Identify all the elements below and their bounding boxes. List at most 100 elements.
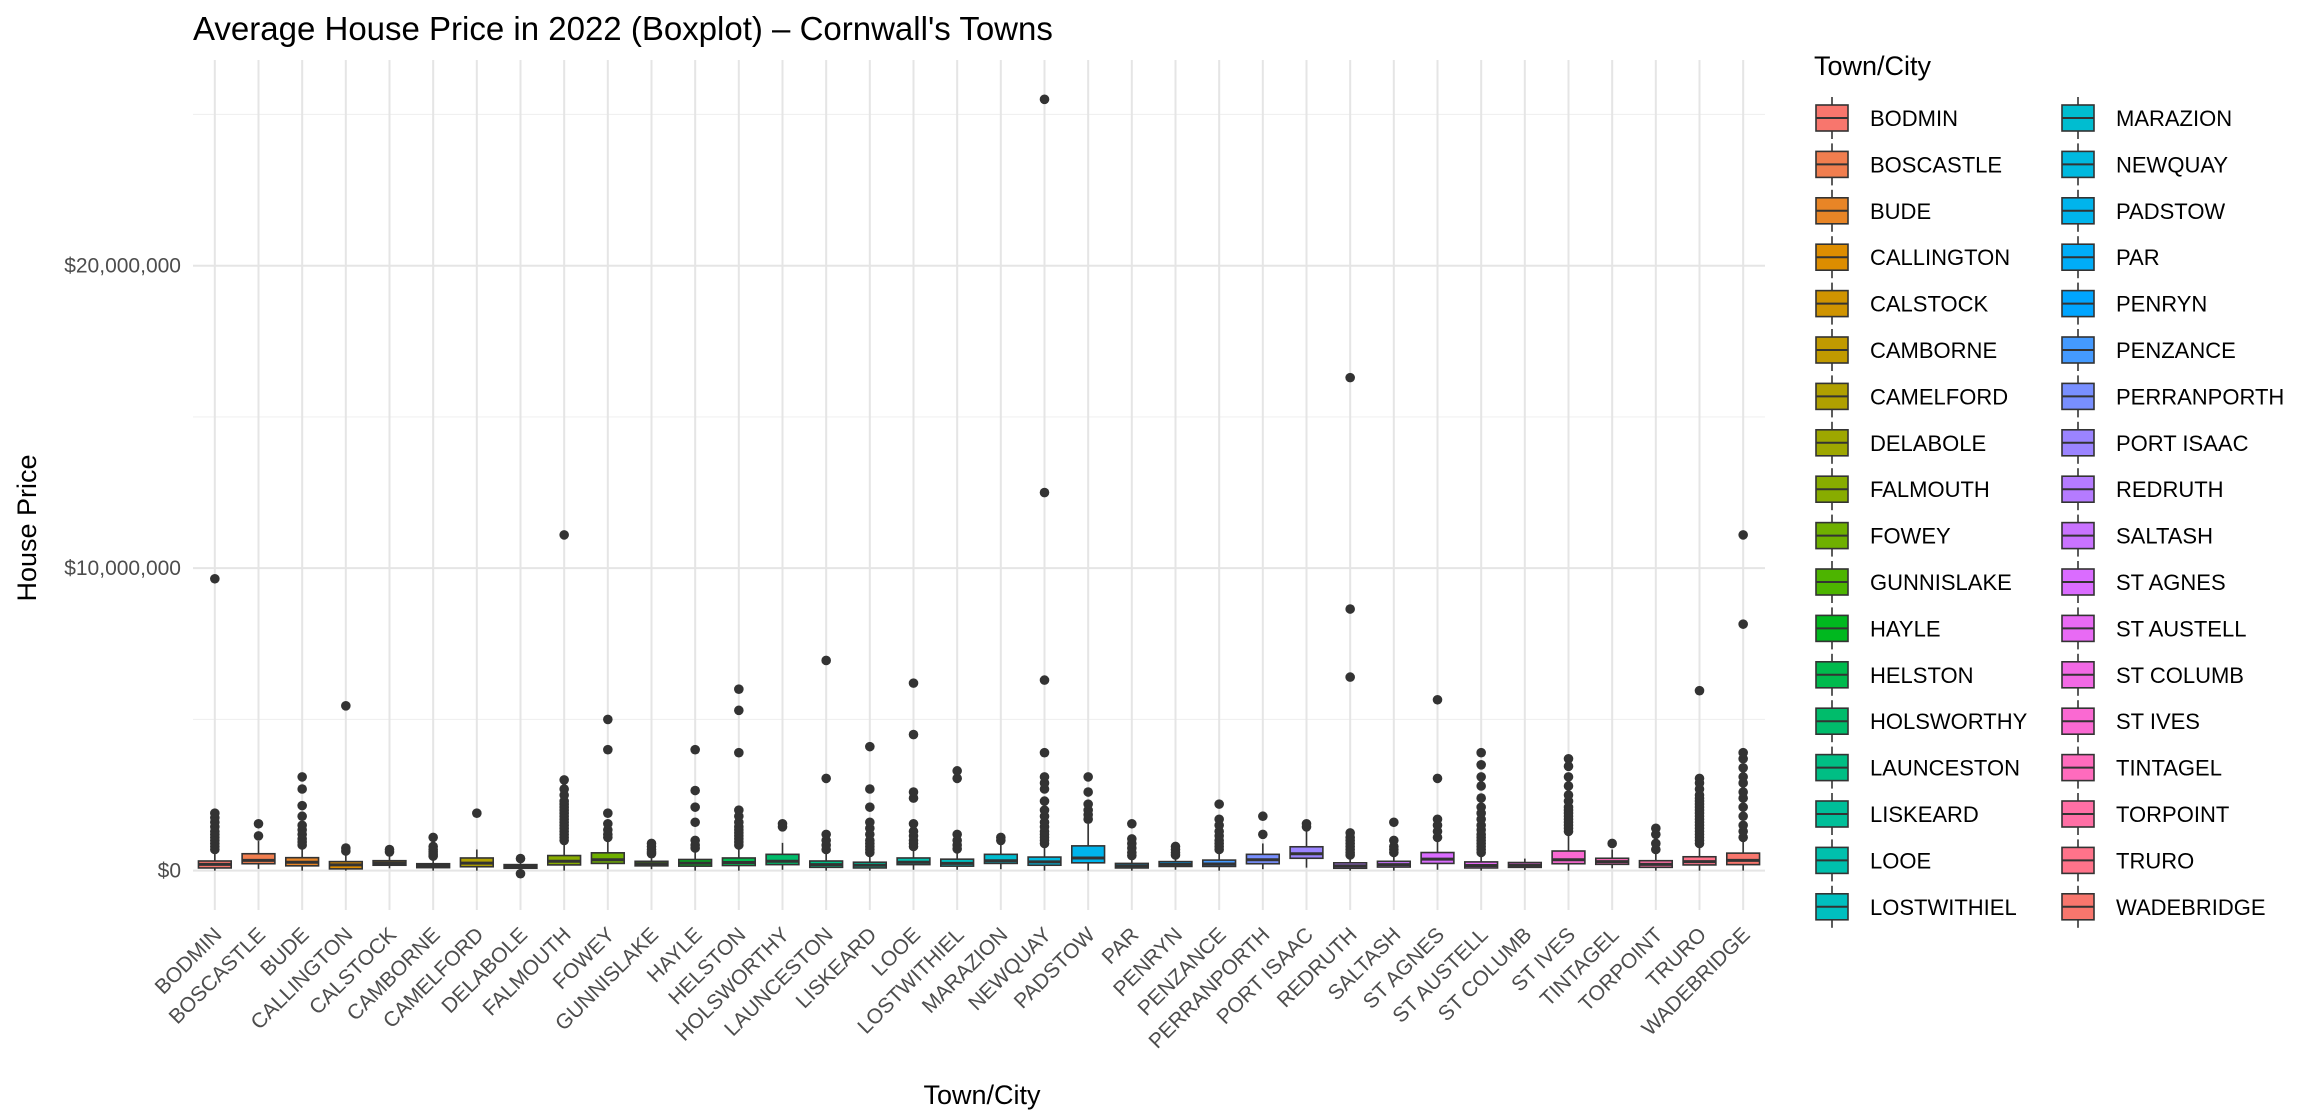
box-penzance [1201, 799, 1237, 871]
legend-item-gunnislake: GUNNISLAKE [1815, 561, 2012, 603]
legend-item-newquay: NEWQUAY [2061, 143, 2228, 186]
outlier-point [1432, 694, 1443, 705]
outlier-point [1301, 818, 1312, 829]
iqr-box [765, 853, 800, 866]
legend-item-camborne: CAMBORNE [1815, 329, 1997, 371]
outlier-point [1389, 835, 1399, 846]
y-tick-label: $0 [158, 860, 181, 883]
legend-label: PADSTOW [2116, 199, 2225, 224]
legend-item-launceston: LAUNCESTON [1815, 746, 2020, 789]
outlier-point [1127, 818, 1137, 829]
legend-item-padstow: PADSTOW [2061, 189, 2225, 232]
legend-label: PERRANPORTH [2116, 384, 2284, 409]
legend-item-truro: TRURO [2061, 839, 2194, 882]
outlier-point [1214, 814, 1224, 825]
box-fowey [590, 714, 626, 870]
legend-label: SALTASH [2116, 524, 2213, 549]
outlier-point [1738, 811, 1748, 822]
box-st-agnes [1420, 694, 1455, 870]
legend-label: PENRYN [2116, 292, 2207, 317]
iqr-box [1070, 845, 1106, 864]
legend-label: LOSTWITHIEL [1870, 895, 2017, 920]
box-liskeard [852, 741, 888, 871]
outlier-point [821, 655, 831, 666]
box-bude [284, 772, 320, 871]
legend-item-penzance: PENZANCE [2061, 329, 2236, 371]
outlier-point [1651, 823, 1661, 834]
box-callington [328, 701, 364, 871]
legend-item-port-isaac: PORT ISAAC [2061, 421, 2249, 464]
outlier-point [1738, 787, 1748, 797]
legend-item-camelford: CAMELFORD [1815, 375, 2008, 418]
box-camborne [415, 832, 451, 871]
box-newquay [1027, 94, 1062, 871]
outlier-point [515, 853, 526, 864]
outlier-point [777, 818, 788, 829]
outlier-point [1476, 793, 1486, 803]
outlier-point [734, 705, 744, 716]
outlier-point [253, 818, 264, 829]
outlier-point [1389, 817, 1399, 828]
outlier-point [1039, 94, 1050, 105]
box-holsworthy [765, 818, 800, 870]
outlier-point [1039, 805, 1050, 815]
legend-label: MARAZION [2116, 106, 2232, 131]
box-truro [1682, 685, 1717, 871]
box-helston [721, 684, 757, 871]
box-looe [896, 678, 931, 870]
outlier-point [515, 868, 526, 879]
iqr-box [983, 853, 1019, 865]
legend-item-par: PAR [2061, 236, 2160, 279]
chart-title: Average House Price in 2022 (Boxplot) – … [193, 10, 1053, 47]
outlier-point [1738, 747, 1748, 758]
legend-label: CAMBORNE [1870, 338, 1997, 363]
outlier-point [1476, 772, 1486, 782]
outlier-point [908, 826, 919, 837]
legend-item-marazion: MARAZION [2061, 97, 2232, 139]
outlier-point [734, 684, 744, 694]
outlier-point [1563, 753, 1574, 764]
outlier-point [341, 701, 351, 711]
legend-label: ST COLUMB [2116, 663, 2244, 688]
legend-item-saltash: SALTASH [2061, 514, 2213, 557]
outlier-point [1432, 814, 1443, 825]
outlier-point [1039, 796, 1050, 806]
legend-item-st-agnes: ST AGNES [2061, 561, 2226, 603]
legend-label: REDRUTH [2116, 477, 2224, 502]
legend-label: NEWQUAY [2116, 152, 2228, 177]
legend-item-holsworthy: HOLSWORTHY [1815, 700, 2028, 743]
outlier-point [1083, 772, 1093, 782]
outlier-point [341, 843, 351, 853]
box-lostwithiel [939, 766, 975, 870]
legend-label: HELSTON [1870, 663, 1974, 688]
box-marazion [983, 832, 1019, 870]
outlier-point [734, 805, 744, 815]
outlier-point [690, 802, 700, 812]
legend-item-tintagel: TINTAGEL [2061, 746, 2222, 789]
outlier-point [1738, 763, 1748, 773]
x-axis-title: Town/City [923, 1080, 1041, 1110]
legend-label: TRURO [2116, 848, 2194, 873]
legend-item-helston: HELSTON [1815, 653, 1974, 696]
outlier-point [690, 785, 700, 796]
box-st-columb [1507, 858, 1543, 871]
outlier-point [1170, 841, 1181, 852]
legend-label: HOLSWORTHY [1870, 709, 2028, 734]
outlier-point [690, 744, 700, 755]
legend-item-penryn: PENRYN [2061, 282, 2207, 325]
box-perranporth [1245, 811, 1281, 870]
outlier-point [210, 808, 220, 819]
outlier-point [472, 808, 482, 819]
outlier-point [821, 773, 831, 784]
y-tick-label: $10,000,000 [64, 557, 181, 580]
outlier-point [1738, 619, 1748, 629]
box-penryn [1158, 841, 1193, 870]
outlier-point [908, 818, 919, 829]
outlier-point [428, 841, 438, 852]
iqr-box [590, 852, 626, 865]
iqr-box [1725, 852, 1761, 866]
legend-item-perranporth: PERRANPORTH [2061, 375, 2284, 418]
legend-label: TINTAGEL [2116, 756, 2222, 781]
